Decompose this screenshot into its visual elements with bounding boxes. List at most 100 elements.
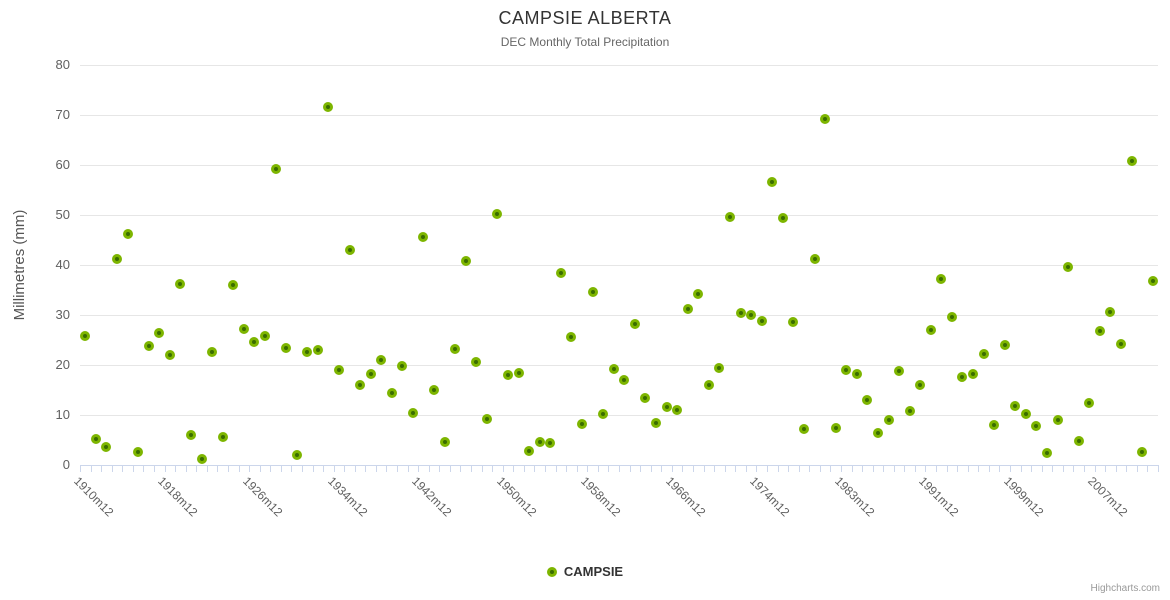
- data-point[interactable]: [661, 402, 672, 412]
- data-point[interactable]: [291, 450, 302, 460]
- data-point[interactable]: [1073, 436, 1084, 446]
- data-point[interactable]: [1031, 421, 1042, 431]
- data-point[interactable]: [968, 368, 979, 379]
- data-point[interactable]: [133, 446, 144, 457]
- data-point[interactable]: [143, 341, 154, 351]
- data-point[interactable]: [397, 360, 408, 371]
- data-point[interactable]: [693, 289, 704, 299]
- data-point[interactable]: [946, 312, 957, 322]
- data-point[interactable]: [862, 395, 873, 405]
- data-point[interactable]: [724, 212, 735, 222]
- data-point[interactable]: [460, 256, 471, 266]
- data-point[interactable]: [513, 368, 524, 378]
- data-point[interactable]: [429, 384, 440, 395]
- data-point[interactable]: [407, 407, 418, 418]
- data-point[interactable]: [217, 432, 228, 442]
- data-point[interactable]: [312, 345, 323, 355]
- data-point[interactable]: [111, 254, 122, 264]
- data-point[interactable]: [555, 268, 566, 278]
- data-point[interactable]: [767, 177, 778, 187]
- data-point[interactable]: [756, 316, 767, 326]
- data-point[interactable]: [270, 163, 281, 174]
- data-point[interactable]: [1010, 400, 1021, 411]
- data-point[interactable]: [471, 357, 482, 367]
- data-point[interactable]: [228, 279, 239, 290]
- data-point[interactable]: [872, 427, 883, 438]
- data-point[interactable]: [682, 303, 693, 314]
- data-point[interactable]: [90, 433, 101, 444]
- data-point[interactable]: [989, 419, 1000, 430]
- data-point[interactable]: [1042, 448, 1053, 458]
- data-point[interactable]: [978, 348, 989, 359]
- data-point[interactable]: [122, 228, 133, 239]
- data-point[interactable]: [101, 442, 112, 452]
- data-point[interactable]: [196, 454, 207, 464]
- data-point[interactable]: [629, 319, 640, 329]
- data-point[interactable]: [809, 254, 820, 264]
- data-point[interactable]: [323, 101, 334, 112]
- data-point[interactable]: [386, 388, 397, 398]
- data-point[interactable]: [1116, 339, 1126, 349]
- data-point[interactable]: [333, 365, 344, 375]
- data-point[interactable]: [936, 273, 947, 284]
- data-point[interactable]: [1063, 262, 1074, 272]
- data-point[interactable]: [344, 245, 355, 255]
- data-point[interactable]: [619, 375, 630, 385]
- data-point[interactable]: [524, 445, 535, 456]
- data-point[interactable]: [281, 343, 292, 353]
- data-point[interactable]: [915, 379, 926, 390]
- data-point[interactable]: [534, 436, 545, 447]
- data-point[interactable]: [80, 331, 91, 341]
- data-point[interactable]: [999, 340, 1010, 350]
- data-point[interactable]: [798, 424, 809, 434]
- data-point[interactable]: [418, 231, 429, 242]
- data-point[interactable]: [640, 392, 651, 403]
- data-point[interactable]: [1052, 415, 1063, 425]
- data-point[interactable]: [355, 380, 366, 390]
- data-point[interactable]: [1147, 276, 1158, 286]
- data-point[interactable]: [492, 209, 503, 219]
- data-point[interactable]: [481, 414, 492, 424]
- data-point[interactable]: [735, 308, 746, 318]
- data-point[interactable]: [545, 437, 556, 448]
- data-point[interactable]: [185, 430, 196, 440]
- data-point[interactable]: [1084, 398, 1095, 408]
- data-point[interactable]: [164, 350, 175, 360]
- data-point[interactable]: [365, 368, 376, 379]
- data-point[interactable]: [851, 369, 862, 379]
- data-point[interactable]: [820, 114, 831, 124]
- highcharts-credits-link[interactable]: Highcharts.com: [1090, 583, 1160, 594]
- data-point[interactable]: [439, 436, 450, 447]
- data-point[interactable]: [957, 372, 968, 382]
- data-point[interactable]: [577, 419, 587, 429]
- data-point[interactable]: [249, 337, 260, 347]
- data-point[interactable]: [503, 370, 514, 380]
- data-point[interactable]: [1126, 155, 1137, 166]
- data-point[interactable]: [1105, 307, 1116, 317]
- data-point[interactable]: [894, 366, 905, 376]
- data-point[interactable]: [777, 213, 788, 223]
- data-point[interactable]: [788, 317, 799, 327]
- data-point[interactable]: [376, 355, 387, 365]
- data-point[interactable]: [1094, 325, 1105, 336]
- data-point[interactable]: [830, 423, 841, 433]
- data-point[interactable]: [566, 332, 577, 342]
- data-point[interactable]: [703, 380, 714, 390]
- data-point[interactable]: [608, 364, 619, 374]
- data-point[interactable]: [302, 346, 313, 357]
- data-point[interactable]: [904, 405, 915, 416]
- data-point[interactable]: [925, 324, 936, 335]
- data-point[interactable]: [841, 365, 852, 375]
- data-point[interactable]: [238, 324, 249, 334]
- data-point[interactable]: [1020, 409, 1031, 419]
- data-point[interactable]: [587, 286, 598, 297]
- data-point[interactable]: [1137, 447, 1148, 457]
- data-point[interactable]: [598, 408, 609, 419]
- data-point[interactable]: [672, 404, 683, 415]
- data-point[interactable]: [207, 347, 218, 357]
- data-point[interactable]: [450, 344, 461, 354]
- data-point[interactable]: [154, 327, 165, 338]
- data-point[interactable]: [714, 363, 725, 373]
- legend-item-campsie[interactable]: CAMPSIE: [0, 564, 1170, 579]
- data-point[interactable]: [883, 414, 894, 425]
